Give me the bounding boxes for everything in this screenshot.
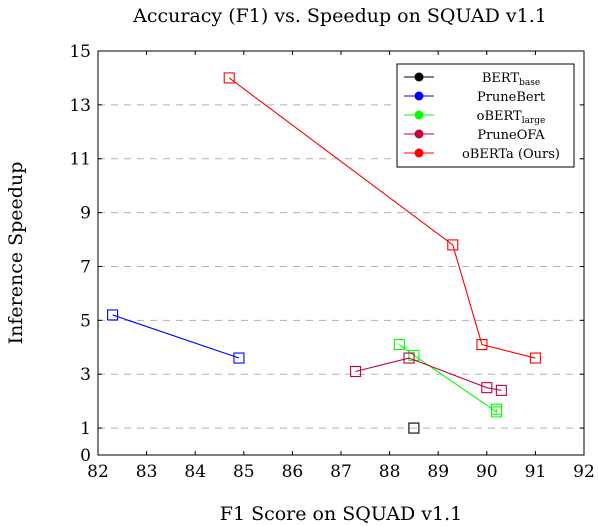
legend-label-2: oBERTlarge — [477, 109, 546, 126]
y-tick-label-8: 15 — [69, 42, 91, 62]
point-4-1 — [447, 239, 459, 251]
legend-name-0: BERT — [482, 71, 520, 86]
y-tick-label-5: 9 — [80, 204, 91, 224]
series-0 — [408, 422, 420, 434]
x-axis-label: F1 Score on SQUAD v1.1 — [220, 503, 462, 525]
series-3 — [350, 352, 507, 396]
series-1 — [107, 309, 245, 364]
point-1-0 — [107, 309, 119, 321]
x-tick-label-0: 82 — [87, 462, 109, 482]
point-2-3 — [490, 403, 503, 415]
y-tick-label-1: 1 — [80, 419, 91, 439]
legend-name-1: PruneBert — [477, 90, 546, 105]
legend-label-3: PruneOFA — [477, 128, 545, 143]
point-3-0 — [350, 365, 362, 378]
x-tick-label-2: 84 — [184, 462, 206, 482]
legend-subscript-0: base — [519, 78, 540, 88]
point-4-2 — [476, 339, 488, 351]
legend-subscript-2: large — [522, 116, 546, 126]
x-tick-label-3: 85 — [233, 462, 255, 482]
y-tick-label-2: 3 — [80, 365, 91, 385]
series-line-4 — [228, 77, 536, 359]
legend: BERTbase PruneBert oBERTlarge PruneOFA oBERT… — [396, 63, 575, 168]
series-4 — [223, 72, 541, 364]
series-layer — [107, 72, 541, 434]
point-4-3 — [529, 352, 541, 364]
x-tick-label-9: 91 — [525, 462, 547, 482]
x-tick-label-10: 92 — [573, 462, 595, 482]
point-2-0 — [393, 339, 405, 351]
x-tick-label-6: 88 — [379, 462, 401, 482]
legend-name-3: PruneOFA — [477, 128, 545, 143]
x-tick-label-8: 90 — [476, 462, 498, 482]
x-tick-label-4: 86 — [282, 462, 304, 482]
x-tick-label-1: 83 — [136, 462, 158, 482]
legend-label-4: oBERTa (Ours) — [462, 147, 560, 162]
y-tick-label-4: 7 — [80, 257, 91, 277]
legend-label-0: BERTbase — [482, 71, 540, 88]
series-line-3 — [355, 357, 502, 391]
y-tick-label-3: 5 — [80, 311, 91, 331]
legend-name-4: oBERTa (Ours) — [462, 147, 560, 162]
legend-marker-0 — [414, 72, 424, 82]
series-2 — [393, 339, 503, 418]
x-tick-label-5: 87 — [330, 462, 352, 482]
point-1-1 — [233, 352, 245, 364]
x-tick-label-7: 89 — [427, 462, 449, 482]
y-tick-label-0: 0 — [80, 446, 91, 466]
y-axis-label: Inference Speedup — [5, 162, 27, 345]
legend-marker-4 — [414, 148, 424, 158]
legend-name-2: oBERT — [477, 109, 522, 124]
point-0-0 — [408, 422, 420, 434]
legend-marker-3 — [414, 129, 424, 139]
point-3-1 — [403, 352, 415, 364]
series-line-1 — [112, 314, 240, 359]
legend-label-1: PruneBert — [477, 90, 546, 105]
point-3-2 — [481, 382, 493, 394]
series-line-2 — [398, 344, 498, 413]
legend-marker-1 — [414, 91, 424, 101]
legend-marker-2 — [414, 110, 424, 120]
y-tick-label-6: 11 — [69, 150, 91, 170]
point-3-3 — [495, 384, 507, 396]
point-4-0 — [223, 72, 235, 84]
y-tick-label-7: 13 — [69, 96, 91, 116]
chart-title: Accuracy (F1) vs. Speedup on SQUAD v1.1 — [132, 5, 547, 27]
